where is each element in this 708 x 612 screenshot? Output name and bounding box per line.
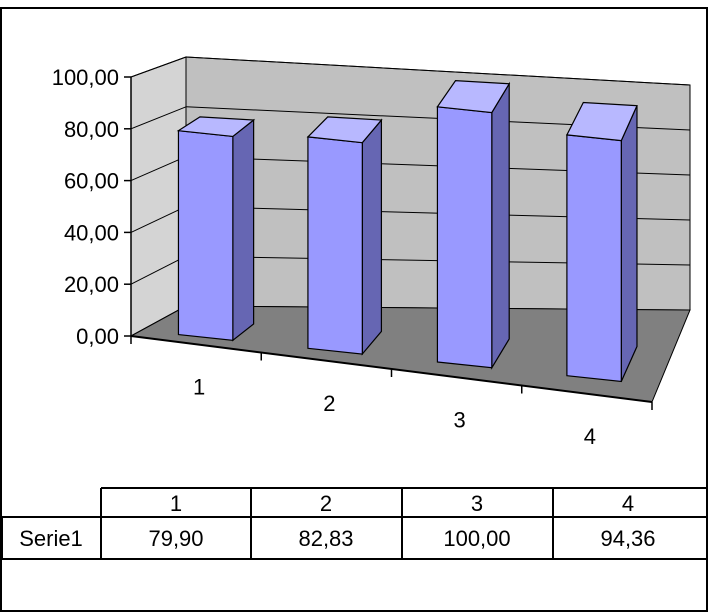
- bar: [436, 106, 493, 369]
- gridline: [130, 56, 187, 78]
- bar-top: [176, 116, 256, 138]
- gridline: [130, 205, 187, 233]
- table-row-label: Serie1: [19, 526, 83, 551]
- bar-side: [491, 81, 510, 370]
- axes: [124, 76, 653, 410]
- bar: [566, 134, 622, 383]
- bar-top: [565, 101, 638, 142]
- table-cell: 82,83: [298, 526, 353, 551]
- table-cell: 100,00: [443, 526, 510, 551]
- bar-top: [436, 79, 511, 114]
- table-header-cell: 4: [622, 491, 634, 516]
- table-header-cell: 3: [471, 491, 483, 516]
- bar-side: [232, 118, 255, 342]
- x-tick-label: 2: [323, 391, 335, 416]
- y-tick-label: 0,00: [76, 324, 119, 349]
- x-tick-label: 4: [584, 424, 596, 449]
- gridline: [185, 56, 691, 86]
- bars: [176, 79, 638, 383]
- y-tick-label: 40,00: [64, 220, 119, 245]
- table-header-cell: 2: [320, 491, 332, 516]
- y-tick-label: 100,00: [52, 65, 119, 90]
- x-tick-label: 1: [193, 374, 205, 399]
- bar-top: [306, 116, 383, 144]
- data-table: 1 2 3 4 Serie1 79,90 82,83 100,00 94,36: [1, 487, 707, 560]
- gridline: [130, 106, 187, 130]
- y-tick-label: 60,00: [64, 169, 119, 194]
- bar-side: [361, 118, 383, 356]
- side-wall: [130, 56, 187, 337]
- bar: [177, 130, 234, 342]
- gridline: [130, 255, 187, 285]
- y-tick-label: 80,00: [64, 117, 119, 142]
- y-tick-label: 20,00: [64, 272, 119, 297]
- bar: [307, 136, 363, 355]
- table-cell: 79,90: [148, 526, 203, 551]
- x-tick-label: 3: [454, 407, 466, 432]
- bar-side: [620, 105, 638, 382]
- tick-labels: 0,00 20,00 40,00 60,00 80,00 100,00 1 2 3 4: [52, 65, 596, 449]
- table-header-cell: 1: [170, 491, 182, 516]
- table-cell: 94,36: [600, 526, 655, 551]
- gridline: [130, 156, 187, 182]
